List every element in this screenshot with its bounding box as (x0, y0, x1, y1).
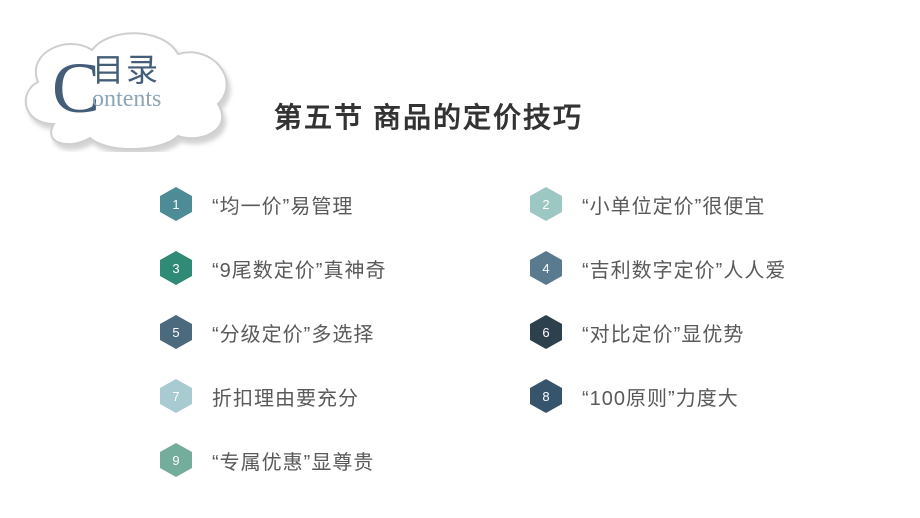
contents-list: 1 “均一价”易管理 2 “小单位定价”很便宜 3 “9尾数定价”真神奇 4 “吉利数字定价”… (158, 172, 858, 492)
item-number: 1 (158, 186, 194, 222)
list-item: 2 “小单位定价”很便宜 (528, 186, 858, 222)
item-text: “9尾数定价”真神奇 (212, 254, 386, 283)
item-text: “100原则”力度大 (582, 382, 739, 411)
hexagon-icon: 5 (158, 314, 194, 350)
item-number: 8 (528, 378, 564, 414)
hexagon-icon: 8 (528, 378, 564, 414)
list-item: 3 “9尾数定价”真神奇 (158, 250, 528, 286)
hexagon-icon: 4 (528, 250, 564, 286)
item-text: “对比定价”显优势 (582, 318, 744, 347)
list-row: 9 “专属优惠”显尊贵 (158, 428, 858, 492)
list-row: 1 “均一价”易管理 2 “小单位定价”很便宜 (158, 172, 858, 236)
list-item: 5 “分级定价”多选择 (158, 314, 528, 350)
item-text: “均一价”易管理 (212, 190, 353, 219)
list-row: 5 “分级定价”多选择 6 “对比定价”显优势 (158, 300, 858, 364)
item-number: 9 (158, 442, 194, 478)
list-item: 8 “100原则”力度大 (528, 378, 858, 414)
list-item: 4 “吉利数字定价”人人爱 (528, 250, 858, 286)
section-title: 第五节 商品的定价技巧 (274, 96, 583, 136)
item-text: “小单位定价”很便宜 (582, 190, 765, 219)
contents-en: ontents (92, 86, 161, 112)
hexagon-icon: 2 (528, 186, 564, 222)
item-text: “分级定价”多选择 (212, 318, 374, 347)
list-row: 7 折扣理由要充分8“100原则”力度大 (158, 364, 858, 428)
list-row: 3 “9尾数定价”真神奇 4 “吉利数字定价”人人爱 (158, 236, 858, 300)
hexagon-icon: 3 (158, 250, 194, 286)
contents-label: C 目录 ontents (52, 54, 161, 118)
list-item: 7 折扣理由要充分 (158, 378, 528, 414)
hexagon-icon: 9 (158, 442, 194, 478)
item-number: 2 (528, 186, 564, 222)
item-text: 折扣理由要充分 (212, 382, 359, 411)
hexagon-icon: 6 (528, 314, 564, 350)
contents-cn: 目录 (92, 54, 161, 86)
item-number: 6 (528, 314, 564, 350)
slide: C 目录 ontents 第五节 商品的定价技巧 1 “均一价”易管理 2 “小单位定… (0, 0, 920, 518)
item-number: 7 (158, 378, 194, 414)
hexagon-icon: 1 (158, 186, 194, 222)
contents-cloud: C 目录 ontents (12, 26, 240, 152)
item-number: 4 (528, 250, 564, 286)
list-item: 1 “均一价”易管理 (158, 186, 528, 222)
list-item: 9 “专属优惠”显尊贵 (158, 442, 528, 478)
item-number: 3 (158, 250, 194, 286)
item-number: 5 (158, 314, 194, 350)
list-item: 6 “对比定价”显优势 (528, 314, 858, 350)
hexagon-icon: 7 (158, 378, 194, 414)
item-text: “吉利数字定价”人人爱 (582, 254, 786, 283)
item-text: “专属优惠”显尊贵 (212, 446, 374, 475)
